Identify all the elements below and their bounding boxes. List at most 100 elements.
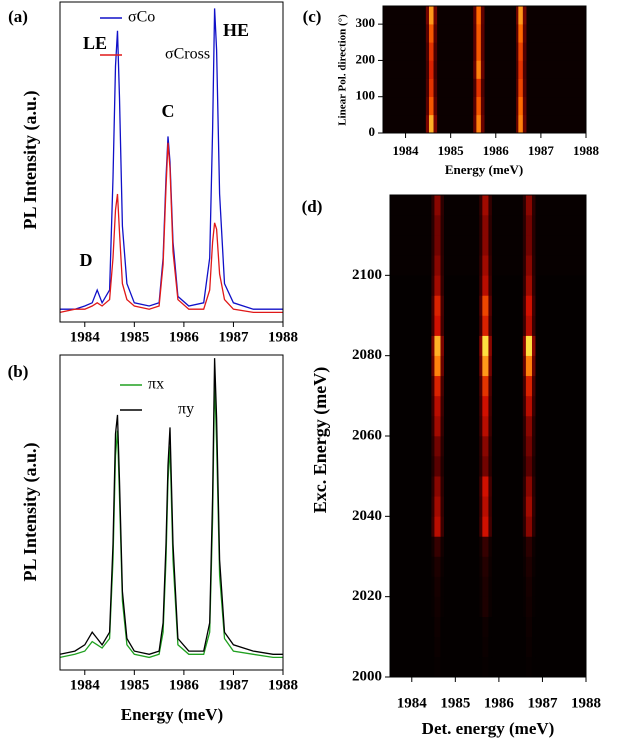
heatmap-cell <box>444 636 480 658</box>
heatmap-cell <box>522 656 527 678</box>
heatmap-cell <box>522 114 527 134</box>
heatmap-cell <box>526 78 587 98</box>
heatmap-cell <box>482 375 489 397</box>
heatmap-cell <box>434 476 441 497</box>
peak-annotation: D <box>80 250 93 270</box>
heatmap-cell <box>431 295 435 316</box>
heatmap-cell <box>429 24 434 43</box>
heatmap-cell <box>525 536 533 557</box>
heatmap-cell <box>488 375 493 397</box>
heatmap-cell <box>531 596 536 618</box>
heatmap-cell <box>482 315 489 336</box>
heatmap-cell <box>525 516 533 537</box>
heatmap-cell <box>482 496 489 517</box>
heatmap-cell <box>425 114 430 134</box>
x-tick-label: 1985 <box>438 143 465 158</box>
heatmap-cell <box>440 395 445 417</box>
heatmap-cell <box>390 596 432 618</box>
heatmap-cell <box>522 536 527 557</box>
heatmap-cell <box>488 215 493 236</box>
heatmap-cell <box>535 415 587 437</box>
heatmap-cell <box>440 335 445 356</box>
heatmap-cell <box>482 556 489 577</box>
heatmap-cell <box>522 616 527 638</box>
heatmap-cell <box>482 355 489 377</box>
heatmap-cell <box>518 96 524 116</box>
heatmap-cell <box>535 636 587 658</box>
heatmap-cell <box>522 596 527 618</box>
heatmap-cell <box>440 235 445 256</box>
heatmap-cell <box>525 315 533 336</box>
heatmap-cell <box>440 576 445 597</box>
heatmap-cell <box>390 436 432 457</box>
heatmap-cell <box>434 536 441 557</box>
heatmap-cell <box>390 536 432 557</box>
heatmap-cell <box>518 6 524 25</box>
heatmap-cell <box>525 636 533 658</box>
heatmap-cell <box>476 42 482 61</box>
heatmap-cell <box>488 656 493 678</box>
heatmap-cell <box>383 60 427 79</box>
heatmap-cell <box>383 24 427 43</box>
heatmap-cell <box>429 96 434 116</box>
heatmap-cell <box>433 42 438 61</box>
heatmap-cell <box>429 78 434 98</box>
heatmap-cell <box>433 24 438 43</box>
heatmap-cell <box>431 576 435 597</box>
heatmap-cell <box>431 275 435 296</box>
heatmap-cell <box>525 355 533 377</box>
heatmap-cell <box>433 60 438 79</box>
heatmap-cell <box>431 215 435 236</box>
heatmap-cell <box>434 616 441 638</box>
x-tick-label: 1988 <box>268 677 298 693</box>
heatmap-cell <box>522 235 527 256</box>
heatmap-cell <box>479 616 483 638</box>
heatmap-cell <box>522 195 527 216</box>
heatmap-cell <box>484 114 517 134</box>
heatmap-cell <box>522 275 527 296</box>
heatmap-cell <box>522 96 527 116</box>
heatmap-cell <box>444 536 480 557</box>
heatmap-cell <box>429 60 434 79</box>
heatmap-cell <box>531 255 536 276</box>
heatmap-cell <box>440 255 445 276</box>
heatmap-cell <box>437 78 474 98</box>
heatmap-cell <box>480 42 485 61</box>
heatmap-cell <box>482 295 489 316</box>
heatmap-cell <box>390 415 432 437</box>
heatmap-cell <box>434 355 441 377</box>
heatmap-cell <box>531 295 536 316</box>
heatmap-cell <box>440 556 445 577</box>
peak-annotation: HE <box>223 20 249 40</box>
heatmap-cell <box>444 235 480 256</box>
heatmap-cell <box>535 295 587 316</box>
heatmap-cell <box>479 556 483 577</box>
heatmap-cell <box>491 596 524 618</box>
heatmap-cell <box>488 516 493 537</box>
heatmap-cell <box>491 436 524 457</box>
heatmap-cell <box>535 215 587 236</box>
x-tick-label: 1987 <box>527 695 558 711</box>
heatmap-cell <box>531 556 536 577</box>
heatmap-cell <box>479 295 483 316</box>
heatmap-cell <box>434 596 441 618</box>
heatmap-cell <box>488 596 493 618</box>
heatmap-cell <box>525 576 533 597</box>
heatmap-cell <box>531 315 536 336</box>
heatmap-cell <box>491 235 524 256</box>
heatmap-cell <box>390 476 432 497</box>
y-axis-label: Linear Pol. direction (°) <box>337 14 349 126</box>
heatmap-cell <box>431 516 435 537</box>
heatmap-cell <box>525 476 533 497</box>
heatmap-cell <box>522 375 527 397</box>
heatmap-cell <box>434 195 441 216</box>
heatmap-cell <box>482 195 489 216</box>
heatmap-cell <box>522 335 527 356</box>
heatmap-cell <box>434 576 441 597</box>
heatmap-cell <box>516 96 519 116</box>
heatmap-cell <box>434 235 441 256</box>
heatmap-cell <box>482 636 489 658</box>
x-tick-label: 1988 <box>268 329 298 345</box>
heatmap-cell <box>482 215 489 236</box>
heatmap-cell <box>383 6 427 25</box>
